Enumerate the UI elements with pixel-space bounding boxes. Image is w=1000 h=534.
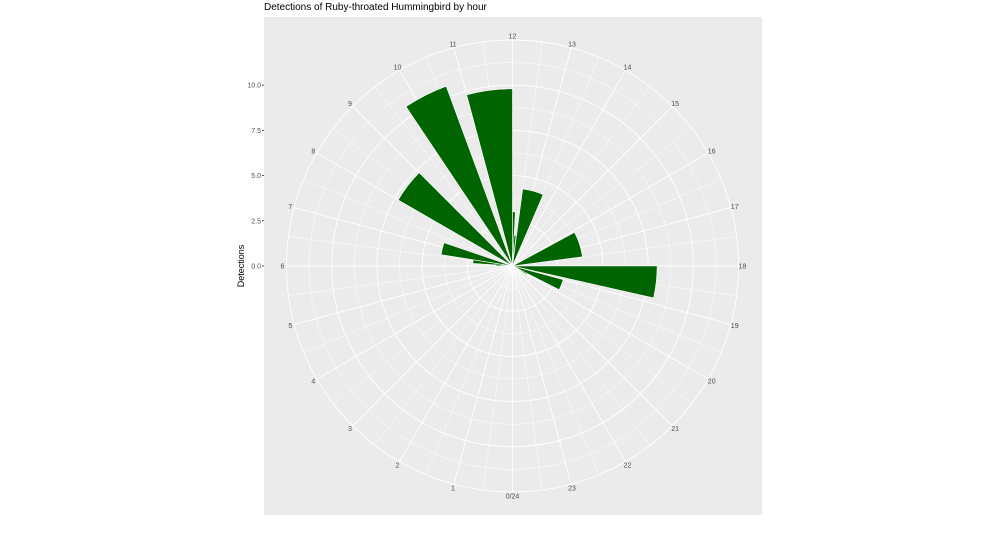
y-axis-title: Detections (236, 244, 246, 287)
hour-label: 19 (731, 323, 739, 330)
grid-spoke (482, 265, 513, 491)
hour-label: 14 (624, 64, 632, 71)
hour-label: 7 (288, 204, 292, 211)
bars-layer (397, 85, 658, 299)
hour-label: 2 (396, 463, 400, 470)
hour-label: 0/24 (506, 494, 520, 501)
hour-label: 23 (568, 486, 576, 493)
grid-spoke (512, 265, 600, 475)
hour-label: 17 (731, 204, 739, 211)
grid-spoke (512, 128, 692, 267)
hour-label: 22 (624, 463, 632, 470)
hour-label: 20 (708, 379, 716, 386)
hour-label: 13 (568, 41, 576, 48)
bar-wedge (512, 265, 564, 291)
hour-label: 8 (311, 149, 315, 156)
hour-label: 10 (394, 64, 402, 71)
hour-label: 6 (281, 264, 285, 271)
labels-layer: 0/24123456789101112131415161718192021222… (281, 34, 747, 501)
y-tick-label: 7.5 (251, 128, 261, 135)
grid-spoke (333, 265, 513, 404)
grid-spoke (288, 265, 513, 296)
grid-spoke (512, 265, 651, 446)
hour-label: 5 (288, 323, 292, 330)
grid-spoke (512, 265, 572, 485)
grid-spoke (512, 105, 673, 267)
hour-label: 1 (451, 486, 455, 493)
y-tick-label: 10.0 (247, 83, 261, 90)
bar-wedge (512, 231, 583, 267)
grid-spoke (512, 265, 709, 380)
grid-spoke (512, 86, 651, 267)
chart-title: Detections of Ruby-throated Hummingbird … (264, 2, 487, 13)
grid-spoke (374, 86, 513, 267)
bar-wedge (512, 188, 544, 267)
y-tick-label: 5.0 (251, 173, 261, 180)
bar-wedge (440, 242, 513, 267)
grid-spoke (425, 265, 513, 475)
bar-wedge (512, 265, 528, 275)
grid-spoke (453, 265, 513, 485)
bar-wedge (397, 172, 513, 267)
hour-label: 9 (348, 101, 352, 108)
hour-label: 16 (708, 149, 716, 156)
hour-label: 18 (739, 264, 747, 271)
hour-label: 21 (671, 426, 679, 433)
grid-spoke (374, 265, 513, 446)
grid-spoke (512, 265, 692, 404)
grid-spoke (294, 265, 513, 325)
grid-spoke (512, 70, 626, 267)
hour-label: 4 (311, 379, 315, 386)
grid-spoke (512, 152, 709, 267)
grid-spoke (303, 265, 513, 353)
grid-spoke (512, 265, 543, 491)
y-axis: 0.0 2.5 5.0 7.5 10.0 (247, 83, 264, 271)
hour-label: 15 (671, 101, 679, 108)
grid-spoke (399, 265, 513, 462)
hour-label: 12 (509, 34, 517, 41)
bar-wedge (466, 88, 513, 267)
bar-wedge (405, 85, 513, 267)
y-tick-label: 2.5 (251, 218, 261, 225)
bar-wedge (512, 265, 658, 299)
grid-spoke (303, 179, 513, 267)
hour-label: 3 (348, 426, 352, 433)
grid-spoke (352, 265, 513, 427)
grid-spoke (512, 265, 626, 462)
grid-spoke (316, 265, 513, 380)
y-tick-label: 0.0 (251, 264, 261, 271)
hour-label: 11 (449, 41, 456, 48)
grid-spoke (512, 265, 673, 427)
